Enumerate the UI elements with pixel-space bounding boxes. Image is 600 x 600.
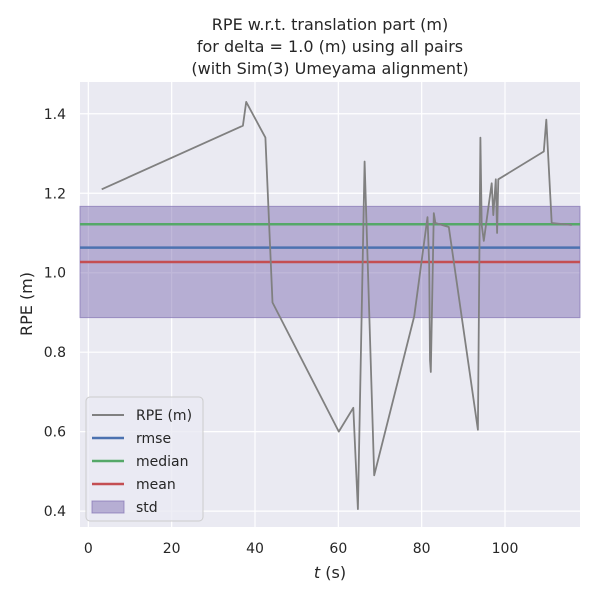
title-line-2: for delta = 1.0 (m) using all pairs [197,37,463,56]
x-tick-label: 100 [492,541,519,557]
series-layer [101,101,572,511]
x-tick-label: 40 [246,541,264,557]
x-tick-label: 0 [84,541,93,557]
x-tick-label: 20 [163,541,181,557]
y-axis-label: RPE (m) [17,272,36,336]
legend-label-std: std [136,500,158,516]
x-tick-labels: 0 20 40 60 80 100 [84,541,518,557]
legend-label-median: median [136,454,188,470]
x-axis-label: t (s) [314,563,346,582]
legend-label-rpe: RPE (m) [136,408,192,424]
title-line-3: (with Sim(3) Umeyama alignment) [191,59,468,78]
legend-box [85,396,204,522]
chart-title: RPE w.r.t. translation part (m) for delt… [191,15,468,78]
y-tick-label: 1.4 [44,107,66,123]
x-axis-label-unit: (s) [320,563,346,582]
title-line-1: RPE w.r.t. translation part (m) [212,15,448,34]
y-tick-label: 0.4 [44,504,66,520]
x-tick-label: 80 [413,541,431,557]
rpe-series-line [101,101,572,511]
x-axis-label-variable: t [314,563,321,582]
legend-swatch-std [91,500,125,514]
y-tick-label: 0.8 [44,345,66,361]
y-tick-label: 1.0 [44,266,66,282]
x-tick-label: 60 [329,541,347,557]
y-tick-label: 1.2 [44,186,66,202]
legend-label-mean: mean [136,477,176,493]
y-tick-labels: 0.4 0.6 0.8 1.0 1.2 1.4 [44,107,66,520]
y-tick-label: 0.6 [44,425,66,441]
legend: RPE (m) rmse median mean std [85,396,204,522]
legend-label-rmse: rmse [136,431,171,447]
